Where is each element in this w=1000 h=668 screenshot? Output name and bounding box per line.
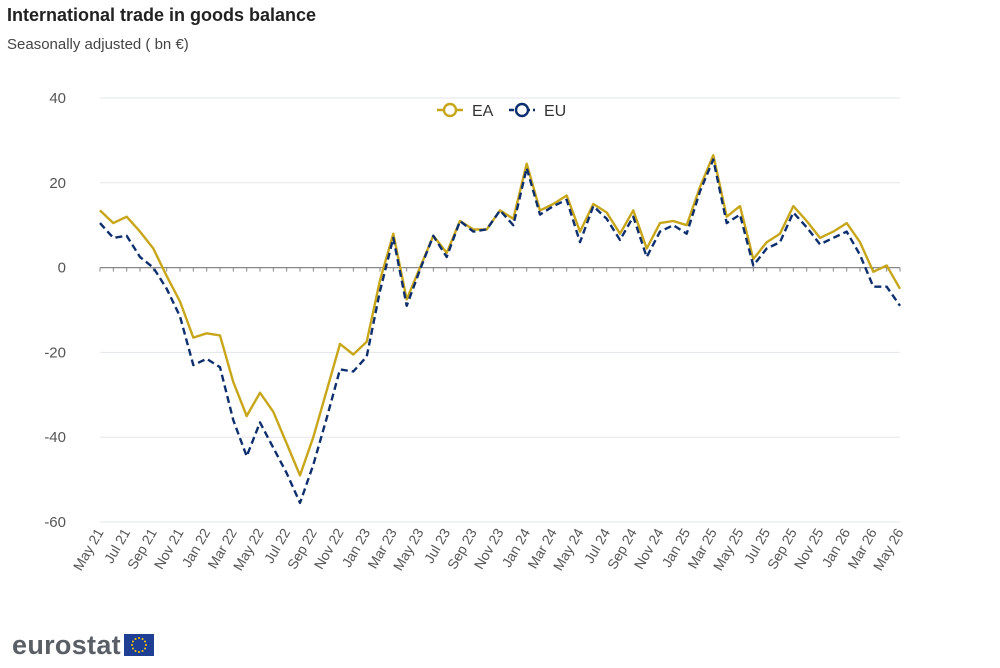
eu-flag-icon (123, 634, 154, 656)
legend-marker-ea (442, 102, 458, 118)
y-tick-label: 0 (58, 260, 66, 277)
eurostat-logo: eurostat (12, 630, 154, 660)
legend-label-ea[interactable]: EA (472, 103, 494, 120)
y-tick-label: -40 (44, 429, 66, 446)
y-tick-label: -60 (44, 514, 66, 531)
y-tick-label: -20 (44, 344, 66, 361)
chart-subtitle: Seasonally adjusted ( bn €) (7, 36, 189, 53)
series-line-eu (99, 158, 901, 505)
legend-label-eu[interactable]: EU (544, 103, 566, 120)
y-tick-label: 20 (49, 175, 66, 192)
series-lines (99, 154, 902, 505)
y-axis-ticks: 40 20 0 -20 -40 -60 (44, 90, 66, 531)
y-tick-label: 40 (49, 90, 66, 107)
legend: EA EU (437, 102, 566, 120)
legend-marker-eu (514, 102, 530, 118)
x-tick-label: May 21 (70, 525, 107, 573)
logo-text: eurostat (12, 629, 121, 660)
grid-lines (100, 97, 900, 523)
series-line-ea (99, 154, 902, 477)
chart-title: International trade in goods balance (7, 5, 317, 25)
